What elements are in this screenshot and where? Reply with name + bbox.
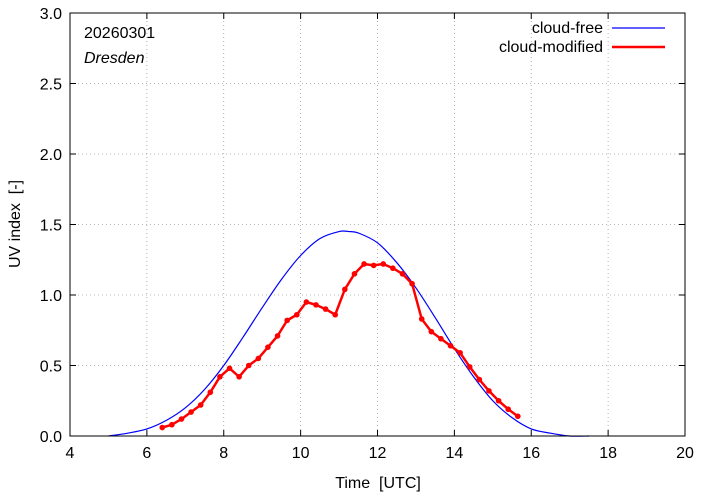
y-tick-label: 2.5: [40, 77, 62, 94]
y-tick-label: 1.5: [40, 218, 62, 235]
data-point-cloud-modified: [418, 316, 425, 322]
y-tick-label: 1.0: [40, 288, 62, 305]
x-tick-label: 18: [599, 445, 617, 462]
data-point-cloud-modified: [217, 373, 223, 380]
y-tick-label: 2.0: [40, 147, 62, 164]
data-point-cloud-modified: [438, 335, 444, 342]
data-point-cloud-modified: [342, 286, 348, 293]
y-tick-label: 0.5: [40, 359, 62, 376]
y-tick-label: 3.0: [40, 6, 62, 23]
data-point-cloud-modified: [380, 261, 387, 267]
x-tick-label: 6: [142, 445, 151, 462]
x-tick-label: 12: [369, 445, 387, 462]
date-label: 20260301: [84, 25, 155, 42]
data-point-cloud-modified: [284, 317, 290, 324]
data-point-cloud-modified: [515, 413, 521, 420]
data-point-cloud-modified: [236, 373, 242, 380]
legend-label-cloud-modified: cloud-modified: [499, 39, 603, 56]
data-point-cloud-modified: [226, 365, 233, 372]
data-point-cloud-modified: [390, 265, 396, 272]
legend: cloud-free cloud-modified: [499, 20, 665, 56]
x-tick-label: 10: [292, 445, 310, 462]
tick-labels: 4 6 8 10 12 14 16 18 20 0.0 0.5 1.0 1.5 2.0 2.5 3.0: [40, 6, 694, 462]
x-tick-label: 8: [219, 445, 228, 462]
data-point-cloud-modified: [457, 350, 463, 356]
data-point-cloud-modified: [351, 271, 358, 277]
data-point-cloud-modified: [399, 271, 406, 277]
data-point-cloud-modified: [361, 261, 367, 267]
location-label: Dresden: [84, 50, 145, 67]
y-tick-label: 0.0: [40, 429, 62, 446]
data-point-cloud-modified: [178, 416, 185, 422]
data-point-cloud-modified: [255, 355, 262, 362]
data-point-cloud-modified: [322, 306, 329, 312]
data-point-cloud-modified: [447, 342, 454, 349]
series-layer: [108, 230, 589, 437]
data-point-cloud-modified: [495, 397, 502, 404]
data-point-cloud-modified: [505, 406, 511, 413]
data-point-cloud-modified: [313, 302, 319, 308]
data-point-cloud-modified: [428, 328, 435, 335]
legend-label-cloud-free: cloud-free: [532, 20, 603, 37]
data-point-cloud-modified: [409, 280, 415, 287]
data-point-cloud-modified: [332, 311, 339, 318]
data-point-cloud-modified: [245, 362, 252, 369]
data-point-cloud-modified: [370, 262, 377, 269]
series-line-cloud-free: [108, 230, 589, 437]
data-point-cloud-modified: [197, 402, 204, 408]
data-point-cloud-modified: [265, 344, 271, 350]
data-point-cloud-modified: [466, 364, 473, 370]
data-point-cloud-modified: [169, 421, 175, 428]
data-point-cloud-modified: [207, 389, 214, 396]
data-point-cloud-modified: [159, 424, 166, 431]
x-axis-label: Time [UTC]: [335, 475, 421, 492]
x-tick-label: 4: [66, 445, 75, 462]
y-axis-label: UV index [-]: [7, 180, 24, 268]
plot-frame: [69, 12, 686, 437]
x-tick-label: 20: [676, 445, 694, 462]
data-point-cloud-modified: [476, 376, 483, 383]
data-point-cloud-modified: [293, 311, 300, 318]
data-point-cloud-modified: [486, 388, 492, 394]
x-tick-label: 14: [445, 445, 463, 462]
x-tick-label: 16: [522, 445, 540, 462]
data-point-cloud-modified: [303, 299, 310, 305]
data-point-cloud-modified: [274, 333, 281, 339]
data-point-cloud-modified: [188, 409, 194, 415]
